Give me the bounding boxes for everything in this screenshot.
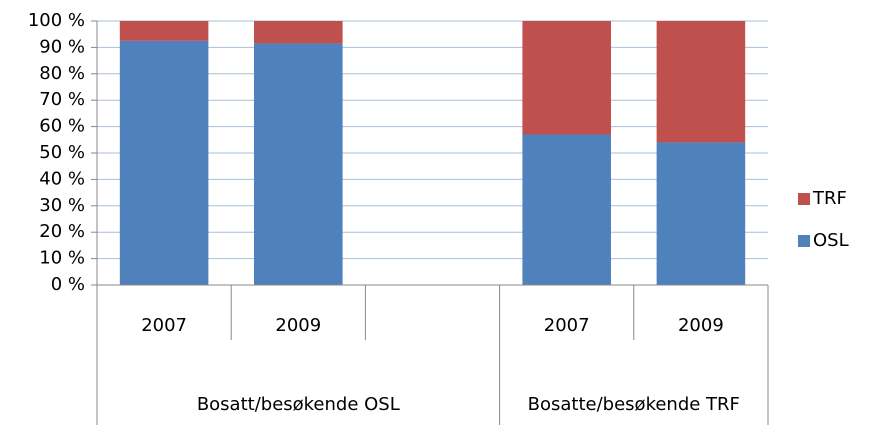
y-tick-label: 40 % (39, 168, 85, 189)
group-label: Bosatte/besøkende TRF (528, 394, 740, 415)
x-tick-label: 2007 (141, 315, 187, 336)
bar-segment (254, 43, 343, 285)
legend-label: OSL (813, 230, 849, 251)
x-tick-label: 2009 (275, 315, 321, 336)
y-tick-label: 60 % (39, 116, 85, 137)
bar-segment (254, 21, 343, 44)
x-tick-label: 2009 (678, 315, 724, 336)
y-tick-label: 20 % (39, 221, 85, 242)
legend-label: TRF (812, 188, 847, 209)
legend-swatch (798, 235, 810, 247)
bar-segment (656, 142, 746, 285)
bar-segment (119, 40, 209, 285)
bar-segment (119, 21, 209, 41)
group-label: Bosatt/besøkende OSL (197, 394, 400, 415)
y-tick-label: 0 % (51, 274, 85, 295)
x-tick-label: 2007 (544, 315, 590, 336)
y-tick-label: 10 % (39, 248, 85, 269)
bar-segment (522, 134, 611, 285)
y-tick-label: 90 % (39, 36, 85, 57)
bar-segment (522, 21, 611, 135)
y-tick-label: 100 % (28, 10, 85, 31)
y-tick-label: 80 % (39, 63, 85, 84)
bar-segment (656, 21, 746, 143)
y-tick-label: 70 % (39, 89, 85, 110)
legend-swatch (798, 193, 810, 205)
y-tick-label: 50 % (39, 142, 85, 163)
y-tick-label: 30 % (39, 195, 85, 216)
